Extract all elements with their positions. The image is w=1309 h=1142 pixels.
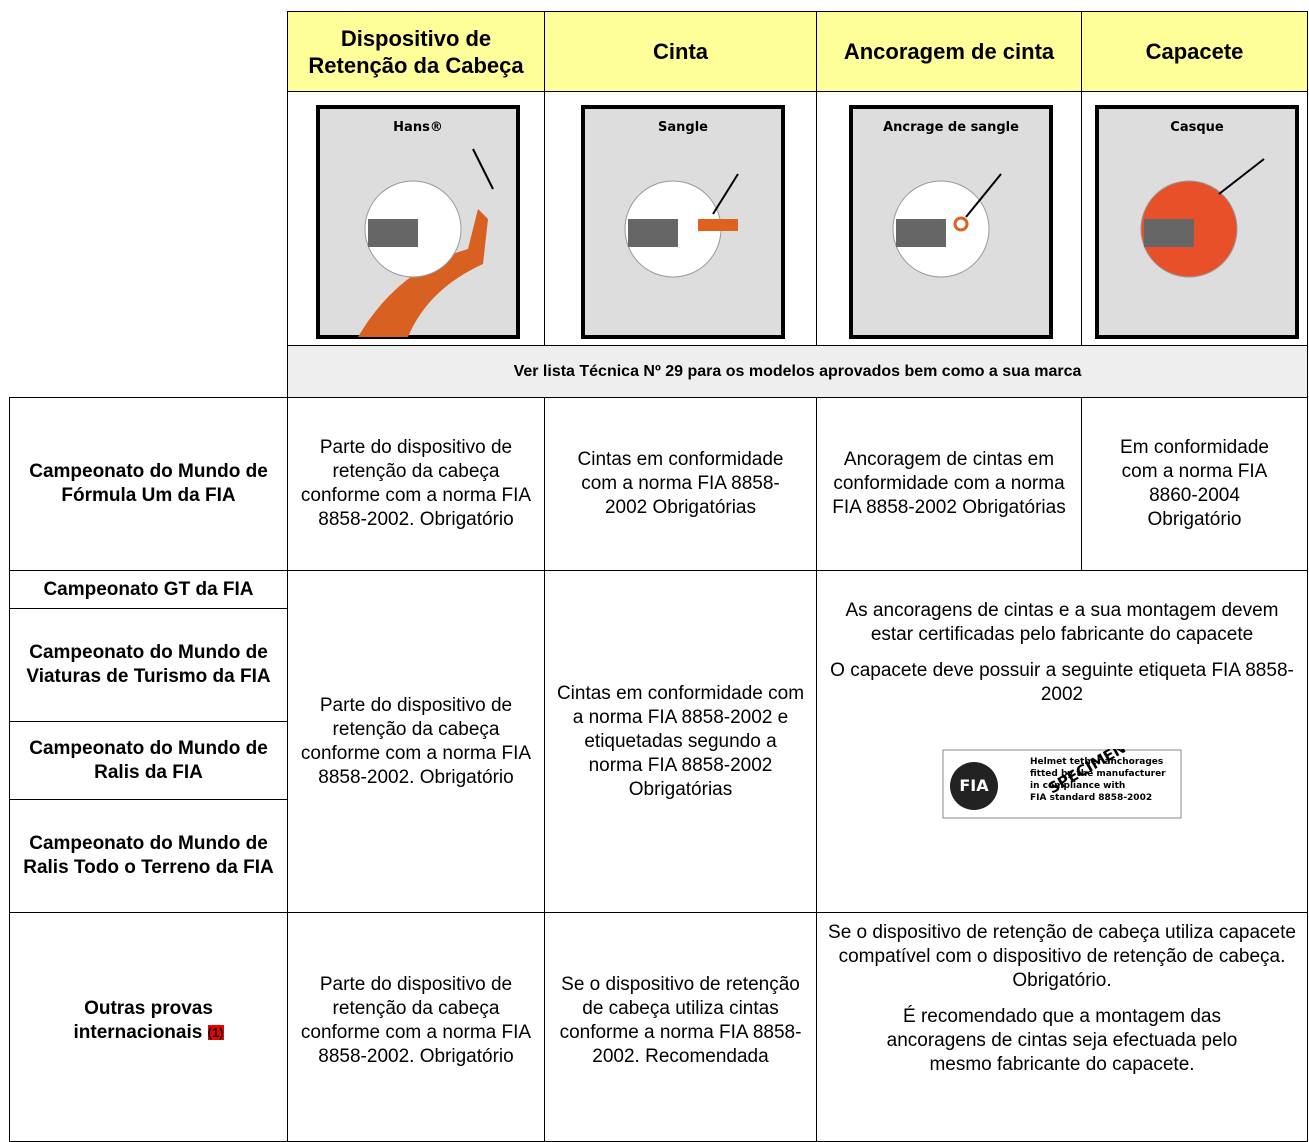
header-cell: Cinta [544,11,817,92]
row-label-text: Outras provas internacionais (1) [20,997,277,1045]
row-label: Campeonato do Mundo de Ralis Todo o Terr… [9,799,288,913]
illustration: Ancrage de sangle [849,104,1053,339]
cell: Parte do dispositivo de retenção da cabe… [287,912,545,1142]
note: Ver lista Técnica Nº 29 para os modelos … [287,345,1308,398]
image-cell: Hans® [287,91,545,346]
illustration: Sangle [580,104,785,339]
row-label: Campeonato do Mundo de Fórmula Um da FIA [9,397,288,571]
label-line: FIA standard 8858-2002 [1030,793,1152,803]
illustration: Casque [1094,104,1299,339]
row-label: Outras provas internacionais (1) [9,912,288,1142]
paragraph: O capacete deve possuir a seguinte etiqu… [830,660,1294,705]
row-label: Campeonato do Mundo de Ralis da FIA [9,721,288,800]
header-cell: Dispositivo de Retenção da Cabeça [287,11,545,92]
image-cell: Casque [1081,91,1308,346]
row-label: Campeonato do Mundo de Viaturas de Turis… [9,608,288,722]
image-cell: Ancrage de sangle [816,91,1082,346]
footnote: (1) [207,1025,224,1040]
header-cell: Ancoragem de cinta [816,11,1082,92]
illustration: Hans® [316,104,520,339]
row-label: Campeonato GT da FIA [9,570,288,609]
image-caption: Ancrage de sangle [883,120,1019,135]
cell: Cintas em conformidade com a norma FIA 8… [544,397,817,571]
cell: Parte do dispositivo de retenção da cabe… [287,397,545,571]
cell: Cintas em conformidade com a norma FIA 8… [544,570,817,913]
fia-label: FIA Helmet tether anchorages fitted by t… [942,749,1182,819]
image-cell: Sangle [544,91,817,346]
logo-text: FIA [959,776,989,795]
paragraph: As ancoragens de cintas e a sua montagem… [845,600,1279,645]
image-caption: Casque [1170,120,1224,135]
label-line: in compliance with [1030,781,1125,791]
image-caption: Sangle [658,120,708,135]
label-text: Outras provas internacionais [73,998,213,1043]
paragraph: Se o dispositivo de retenção de cabeça u… [828,922,1296,991]
header-cell: Capacete [1081,11,1308,92]
image-caption: Hans® [393,120,443,135]
merged-cell: Se o dispositivo de retenção de cabeça u… [816,912,1308,1142]
merged-cell: As ancoragens de cintas e a sua montagem… [816,570,1308,913]
paragraph: É recomendado que a montagem das ancorag… [886,1006,1238,1075]
cell: Em conformidade com a norma FIA 8860-200… [1081,397,1308,571]
label-line: fitted by the manufacturer [1030,769,1166,779]
cell: Parte do dispositivo de retenção da cabe… [287,570,545,913]
label-line: Helmet tether anchorages [1030,757,1163,767]
cell: Se o dispositivo de retenção de cabeça u… [544,912,817,1142]
cell: Ancoragem de cintas em conformidade com … [816,397,1082,571]
